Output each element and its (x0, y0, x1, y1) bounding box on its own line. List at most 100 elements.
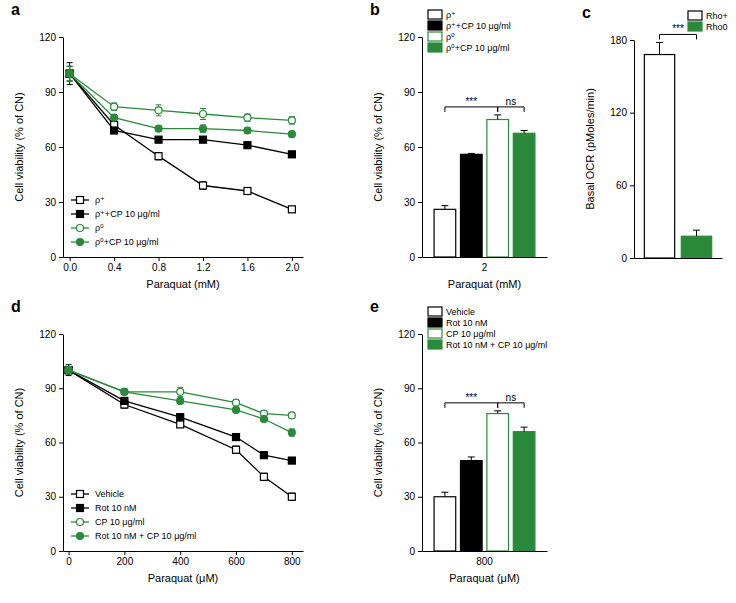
data-point (111, 127, 118, 134)
legend-item: ρ⁺ (71, 195, 105, 205)
bar (460, 154, 482, 257)
data-point (233, 406, 240, 413)
tick-mark (124, 551, 125, 555)
data-point (177, 388, 184, 395)
tick-label: 200 (117, 556, 134, 567)
axis: 800 (423, 552, 548, 568)
tick-label: 90 (45, 87, 57, 98)
tick-mark (180, 551, 181, 555)
legend-item: Vehicle (428, 307, 475, 317)
tick: 0 (409, 252, 422, 263)
legend-label: Vehicle (95, 489, 124, 499)
legend-label: Rot 10 nM + CP 10 μg/ml (446, 340, 547, 350)
legend-label: Rot 10 nM (95, 503, 137, 513)
legend-label: Rot 10 nM (446, 318, 488, 328)
bar (681, 236, 711, 258)
error-bar (261, 473, 267, 480)
data-point (233, 446, 240, 453)
bar (644, 55, 674, 258)
legend-item: ρ⁺ (428, 10, 456, 20)
legend-item: ρ⁰+CP 10 μg/ml (428, 43, 510, 53)
x-axis-title: Paraquat (μM) (148, 572, 219, 584)
y-axis-title: Basal OCR (pMoles/min) (584, 88, 596, 210)
tick-mark (418, 147, 422, 148)
legend-item: Vehicle (71, 489, 124, 499)
legend: ρ⁺ρ⁺+CP 10 μg/mlρ⁰ρ⁰+CP 10 μg/ml (428, 10, 511, 53)
tick-label: 60 (404, 142, 416, 153)
error-bar (441, 206, 448, 210)
legend-swatch (428, 32, 442, 41)
tick: 0 (50, 252, 63, 263)
axis: 0306090120 (39, 329, 63, 557)
tick-label: 90 (404, 87, 416, 98)
panel: 060120180cBasal OCR (pMoles/min)***Rho+R… (582, 4, 728, 264)
data-point (233, 399, 240, 406)
tick-label: 600 (228, 556, 245, 567)
plot-area (434, 411, 535, 551)
tick: 120 (398, 32, 422, 43)
tick-mark (59, 147, 63, 148)
tick-label: 30 (45, 491, 57, 502)
tick-mark (292, 257, 293, 261)
tick-label: 30 (404, 491, 416, 502)
legend-marker (77, 533, 84, 540)
tick-mark (418, 388, 422, 389)
data-point (111, 114, 118, 121)
error-bar (66, 367, 72, 374)
tick: 1.6 (241, 257, 255, 273)
significance-bracket (445, 403, 498, 408)
error-bar (121, 389, 127, 394)
tick: 120 (398, 329, 422, 340)
tick: 90 (45, 87, 63, 98)
data-point (200, 182, 207, 189)
plot-area (65, 365, 295, 501)
axis: 0306090120 (398, 32, 422, 263)
error-bar (693, 230, 700, 236)
tick: 0.0 (63, 257, 77, 273)
data-point (121, 397, 128, 404)
tick: 120 (610, 107, 634, 118)
tick-mark (59, 551, 63, 552)
error-bar (233, 400, 239, 405)
tick-label: 0.0 (63, 262, 77, 273)
axis: 0.00.40.81.21.62.0 (63, 257, 303, 273)
tick: 800 (476, 556, 493, 567)
error-bar (177, 398, 183, 403)
tick: 90 (45, 383, 63, 394)
tick-mark (59, 497, 63, 498)
tick: 2.0 (285, 257, 299, 273)
error-bar (67, 66, 73, 81)
error-bar (111, 115, 117, 121)
tick-mark (418, 334, 422, 335)
tick-mark (59, 92, 63, 93)
error-bar (289, 207, 295, 213)
tick: 60 (404, 437, 422, 448)
error-bar (177, 387, 183, 396)
tick-label: 0.4 (108, 262, 122, 273)
tick-mark (236, 551, 237, 555)
series-line (70, 74, 292, 210)
legend-label: ρ⁺ (446, 10, 456, 20)
data-point (66, 70, 73, 77)
error-bar (200, 182, 206, 189)
legend-marker (77, 211, 84, 218)
data-point (66, 70, 73, 77)
tick-mark (418, 37, 422, 38)
data-point (288, 457, 295, 464)
legend-swatch (428, 43, 442, 52)
y-axis-title: Cell viability (% of CN) (13, 388, 25, 497)
error-bar (156, 105, 162, 116)
legend-marker (77, 239, 84, 246)
error-bar (261, 416, 267, 421)
tick-mark (418, 92, 422, 93)
error-bar (289, 131, 295, 137)
tick-mark (203, 257, 204, 261)
error-bar (66, 367, 72, 374)
error-bar (441, 492, 448, 497)
axis: 2 (423, 258, 548, 274)
legend-swatch (428, 318, 442, 327)
y-axis-title: Cell viability (% of CN) (372, 92, 384, 201)
tick: 2 (482, 262, 488, 273)
tick-label: 60 (616, 180, 628, 191)
legend-marker (77, 197, 84, 204)
